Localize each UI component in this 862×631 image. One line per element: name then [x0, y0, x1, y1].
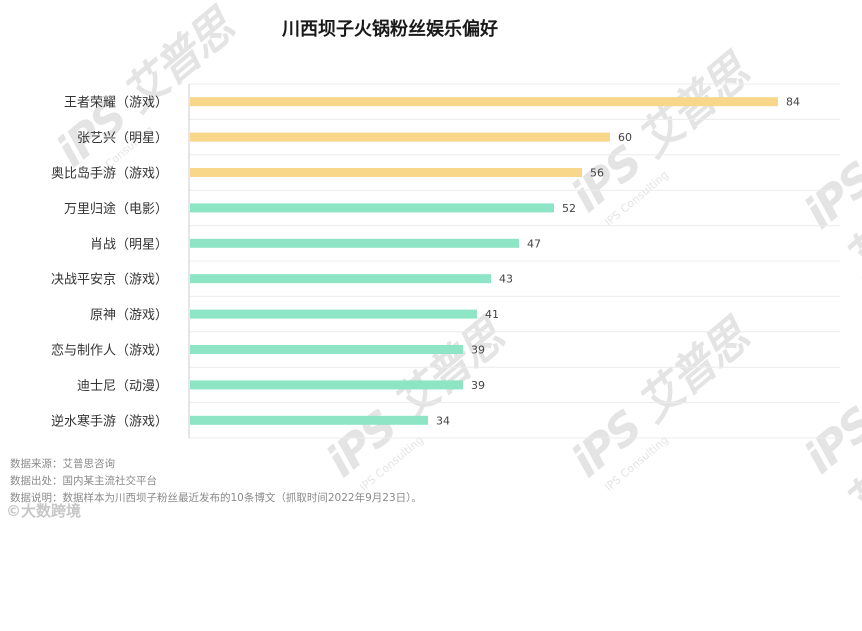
value-label: 39 [471, 379, 485, 392]
value-label: 41 [485, 308, 499, 321]
bottom-logo: ©大数跨境 [6, 502, 82, 520]
note-explain: 数据说明：数据样本为川西坝子粉丝最近发布的10条博文（抓取时间2022年9月23… [10, 492, 422, 504]
bar [190, 168, 582, 177]
bar [190, 380, 463, 390]
category-label: 迪士尼（动漫） [77, 379, 168, 394]
value-label: 56 [590, 167, 604, 180]
category-label: 原神（游戏） [90, 308, 168, 323]
bar [190, 203, 554, 213]
bar [190, 309, 477, 319]
value-label: 84 [786, 96, 800, 109]
category-label: 万里归途（电影） [64, 201, 168, 217]
category-label: 张艺兴（明星） [77, 131, 168, 146]
value-label: 47 [527, 237, 541, 250]
bar [190, 345, 463, 354]
bar [190, 132, 610, 142]
bar [190, 274, 491, 284]
value-label: 52 [562, 202, 576, 215]
bar [190, 415, 428, 425]
bar [190, 97, 778, 107]
value-label: 43 [499, 273, 513, 286]
value-label: 60 [618, 131, 632, 144]
bar [190, 238, 519, 248]
category-label: 逆水寒手游（游戏） [51, 413, 168, 429]
value-label: 39 [471, 344, 485, 357]
category-label: 王者荣耀（游戏） [64, 96, 168, 111]
category-label: 肖战（明星） [90, 237, 168, 252]
chart-notes: 数据来源：艾普思咨询 数据出处：国内某主流社交平台 数据说明：数据样本为川西坝子… [10, 456, 422, 507]
category-label: 决战平安京（游戏） [51, 273, 168, 288]
note-origin: 数据出处：国内某主流社交平台 [10, 475, 157, 487]
chart-title: 川西坝子火锅粉丝娱乐偏好 [282, 19, 498, 40]
bar-chart: 王者荣耀（游戏） 84 张艺兴（明星） 60 奥比岛手游（游戏） 56 万里归途（电影） 52… [51, 83, 840, 439]
value-label: 34 [436, 414, 450, 427]
category-label: 恋与制作人（游戏） [51, 343, 168, 359]
note-source: 数据来源：艾普思咨询 [10, 458, 115, 470]
category-label: 奥比岛手游（游戏） [51, 166, 168, 182]
